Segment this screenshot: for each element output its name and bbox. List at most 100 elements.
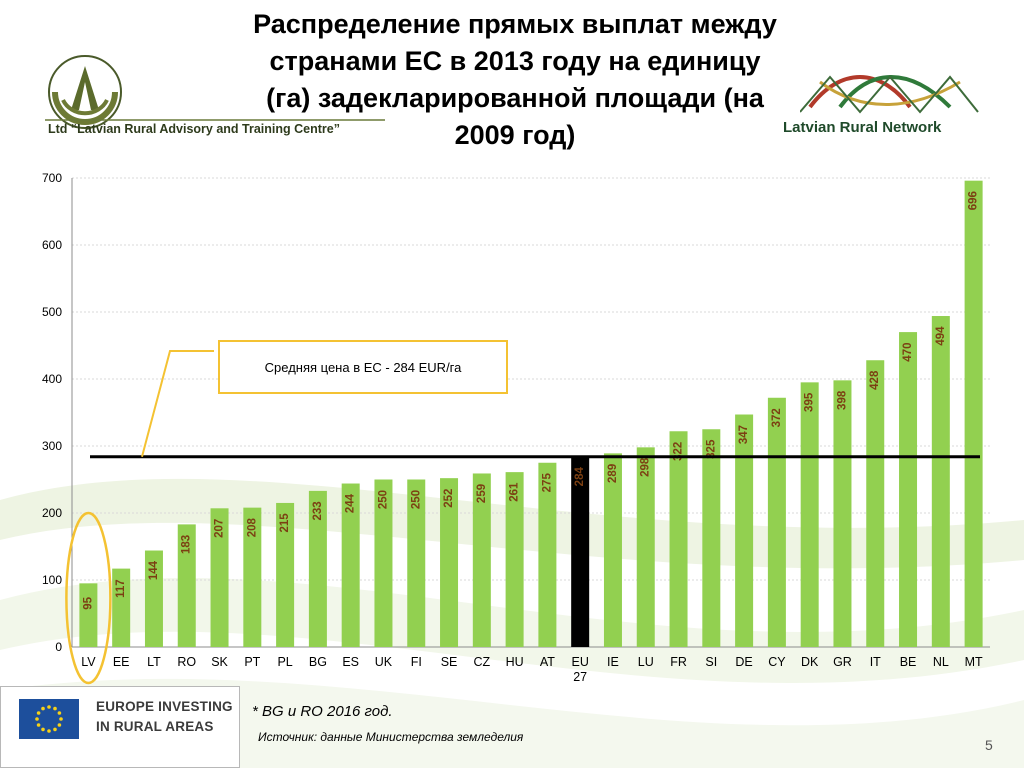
bar xyxy=(341,483,360,647)
data-label: 325 xyxy=(705,439,717,459)
bar xyxy=(407,479,426,647)
source-note: Источник: данные Министерства земледелия xyxy=(258,730,524,744)
bar xyxy=(702,429,721,647)
x-tick-label: NL xyxy=(933,655,949,669)
x-tick-label: FR xyxy=(670,655,687,669)
data-label: 207 xyxy=(214,519,226,538)
bar xyxy=(177,524,196,647)
y-tick-label: 100 xyxy=(42,573,62,587)
x-tick-label: MT xyxy=(965,655,983,669)
bar xyxy=(931,316,950,647)
bar xyxy=(144,550,163,647)
europe-investing-text: EUROPE INVESTING IN RURAL AREAS xyxy=(96,697,233,737)
bar xyxy=(669,431,688,647)
x-tick-label: FI xyxy=(411,655,422,669)
slide-title: Распределение прямых выплат между страна… xyxy=(253,9,777,150)
data-label: 95 xyxy=(82,596,94,609)
average-price-callout-text: Средняя цена в ЕС - 284 EUR/га xyxy=(264,359,462,375)
data-label: 470 xyxy=(902,343,914,362)
x-tick-label: PL xyxy=(277,655,292,669)
data-label: 252 xyxy=(443,489,455,508)
bar xyxy=(538,462,557,647)
eu-flag-icon xyxy=(19,699,79,739)
data-label: 117 xyxy=(115,579,127,598)
y-tick-label: 700 xyxy=(42,171,62,185)
data-label: 208 xyxy=(246,517,258,537)
data-label: 298 xyxy=(640,457,652,477)
bar xyxy=(964,180,983,647)
bar xyxy=(472,473,491,647)
y-tick-label: 300 xyxy=(42,439,62,453)
latvian-rural-network-logo xyxy=(800,75,979,114)
bar xyxy=(833,380,852,647)
data-label: 428 xyxy=(869,370,881,390)
bar xyxy=(800,382,819,647)
x-tick-label: LV xyxy=(81,655,96,669)
x-tick-label: BE xyxy=(900,655,917,669)
bar xyxy=(603,453,622,647)
x-tick-label: CZ xyxy=(473,655,490,669)
data-label: 259 xyxy=(476,484,488,503)
lv-highlight-ellipse xyxy=(65,511,112,685)
x-tick-label: LU xyxy=(638,655,654,669)
x-tick-label: IE xyxy=(607,655,619,669)
data-label: 244 xyxy=(345,493,357,513)
europe-investing-badge: EUROPE INVESTING IN RURAL AREAS xyxy=(0,686,240,768)
bar xyxy=(735,414,754,647)
x-tick-label: SI xyxy=(705,655,717,669)
bar xyxy=(374,479,393,647)
average-price-callout: Средняя цена в ЕС - 284 EUR/га xyxy=(218,340,508,394)
bar xyxy=(767,397,786,647)
x-tick-label: GR xyxy=(833,655,852,669)
callout-connector xyxy=(141,350,214,457)
bar xyxy=(112,568,131,647)
data-label: 284 xyxy=(574,467,586,487)
data-label: 395 xyxy=(804,392,816,412)
x-tick-label: EU 27 xyxy=(571,655,588,684)
x-tick-label: SK xyxy=(211,655,228,669)
y-tick-label: 0 xyxy=(55,640,62,654)
x-tick-label: IT xyxy=(870,655,881,669)
bar xyxy=(636,447,655,647)
x-tick-label: BG xyxy=(309,655,327,669)
right-logo-text: Latvian Rural Network xyxy=(783,119,942,136)
bar xyxy=(243,507,262,647)
data-label: 233 xyxy=(312,501,324,520)
data-label: 289 xyxy=(607,464,619,483)
eu-badge-line-1: EUROPE INVESTING xyxy=(96,699,233,714)
data-label: 494 xyxy=(935,326,947,346)
x-tick-label: LT xyxy=(147,655,161,669)
payments-bar-chart: 0 100 200 300 400 500 600 700 LV 95 EE 117 LT 144 RO 18… xyxy=(42,171,990,685)
y-tick-label: 600 xyxy=(42,238,62,252)
x-tick-label: SE xyxy=(441,655,458,669)
data-label: 250 xyxy=(377,490,389,509)
data-label: 398 xyxy=(836,390,848,410)
footnote: * BG и RO 2016 год. xyxy=(252,703,393,720)
data-label: 261 xyxy=(509,482,521,502)
bar xyxy=(899,332,918,647)
data-label: 372 xyxy=(771,408,783,427)
x-tick-label: PT xyxy=(244,655,260,669)
data-label: 215 xyxy=(279,513,291,533)
data-label: 347 xyxy=(738,425,750,444)
bar xyxy=(79,583,98,647)
latvian-rural-advisory-logo xyxy=(45,55,385,129)
bar xyxy=(505,472,524,647)
left-logo-text: Ltd “Latvian Rural Advisory and Training… xyxy=(48,122,340,136)
bar xyxy=(276,502,295,647)
page-number: 5 xyxy=(985,737,993,753)
bar xyxy=(440,478,459,647)
x-tick-label: CY xyxy=(768,655,786,669)
data-label: 250 xyxy=(410,490,422,509)
data-label: 183 xyxy=(181,535,193,554)
data-label: 144 xyxy=(148,560,160,580)
bar xyxy=(308,490,327,647)
bar xyxy=(210,508,229,647)
x-tick-label: DK xyxy=(801,655,819,669)
x-tick-label: AT xyxy=(540,655,555,669)
y-tick-label: 500 xyxy=(42,305,62,319)
y-tick-label: 400 xyxy=(42,372,62,386)
x-tick-label: RO xyxy=(177,655,196,669)
x-tick-label: UK xyxy=(375,655,393,669)
bar xyxy=(866,360,885,647)
